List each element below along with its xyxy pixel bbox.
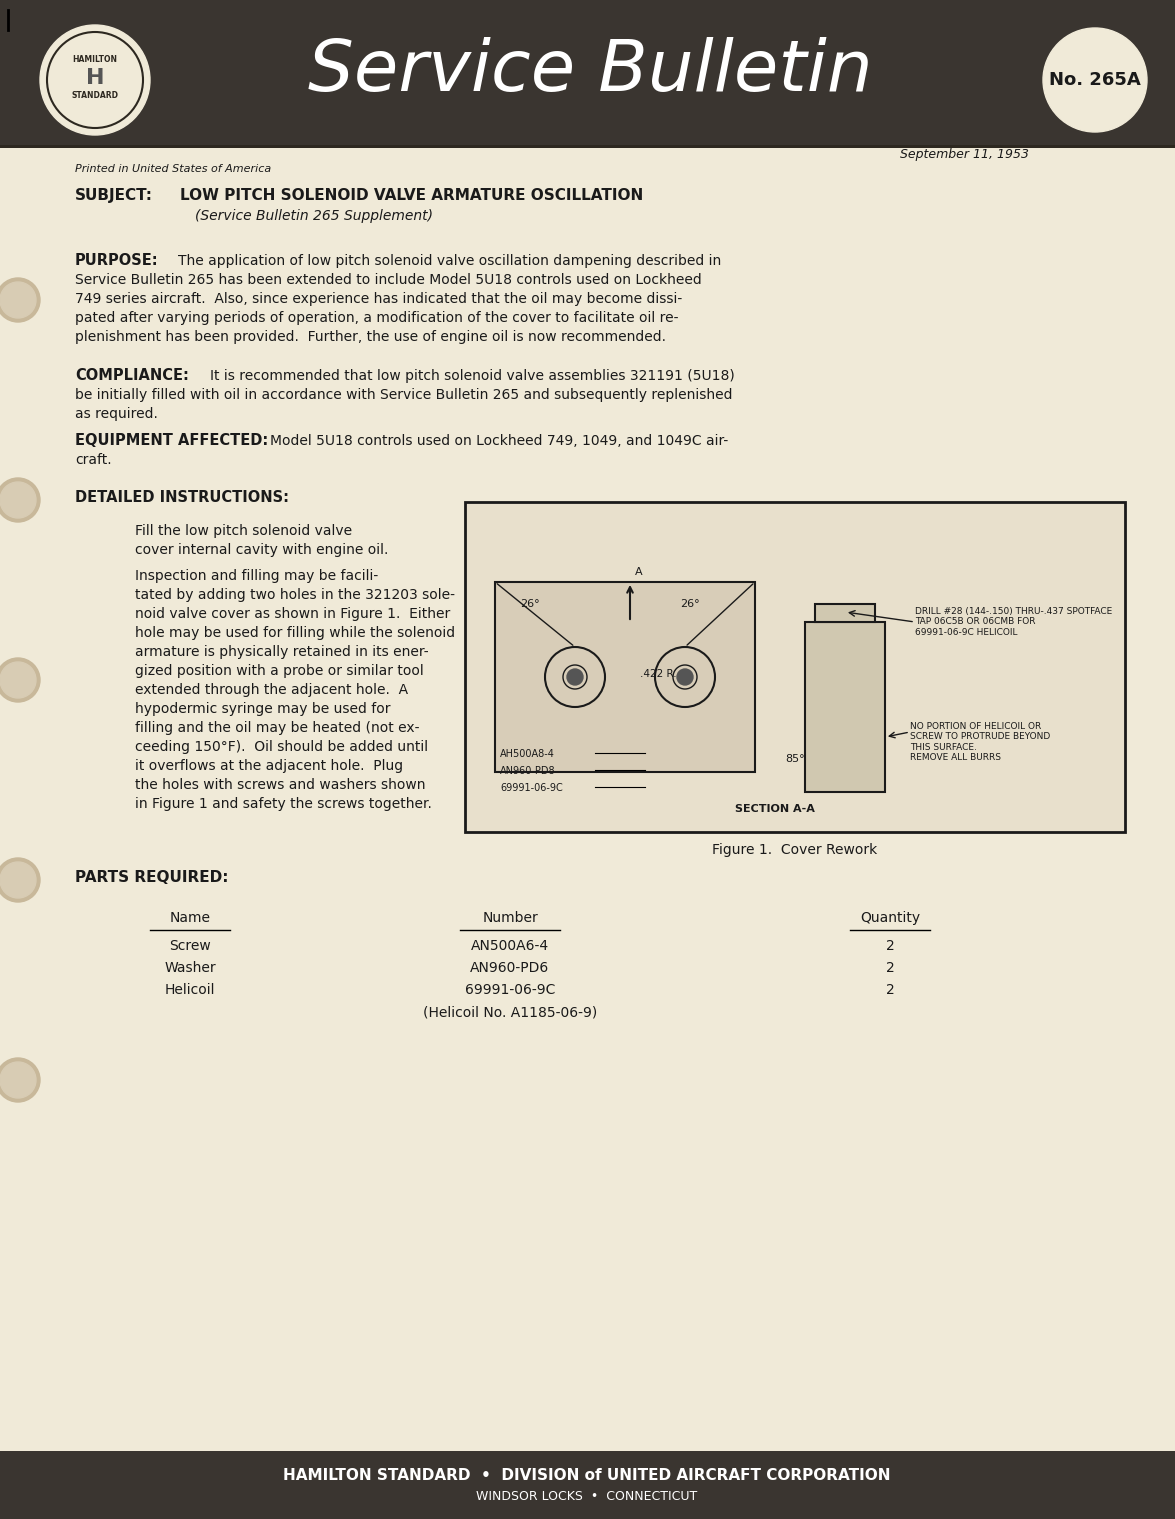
Circle shape (0, 858, 40, 902)
Text: filling and the oil may be heated (not ex-: filling and the oil may be heated (not e… (135, 722, 419, 735)
Circle shape (40, 24, 150, 135)
Text: Number: Number (482, 911, 538, 925)
Text: 26°: 26° (680, 598, 699, 609)
Text: STANDARD: STANDARD (72, 91, 119, 100)
Text: 2: 2 (886, 962, 894, 975)
Circle shape (0, 662, 36, 699)
Text: AH500A8-4: AH500A8-4 (501, 749, 555, 760)
Text: AN500A6-4: AN500A6-4 (471, 939, 549, 952)
Text: hypodermic syringe may be used for: hypodermic syringe may be used for (135, 702, 390, 715)
Text: H: H (86, 68, 105, 88)
Text: 69991-06-9C: 69991-06-9C (465, 983, 555, 996)
Text: LOW PITCH SOLENOID VALVE ARMATURE OSCILLATION: LOW PITCH SOLENOID VALVE ARMATURE OSCILL… (180, 188, 643, 204)
Text: cover internal cavity with engine oil.: cover internal cavity with engine oil. (135, 542, 389, 557)
Text: Fill the low pitch solenoid valve: Fill the low pitch solenoid valve (135, 524, 352, 538)
FancyBboxPatch shape (0, 0, 1175, 144)
Text: gized position with a probe or similar tool: gized position with a probe or similar t… (135, 664, 424, 677)
Text: craft.: craft. (75, 453, 112, 466)
Text: plenishment has been provided.  Further, the use of engine oil is now recommende: plenishment has been provided. Further, … (75, 330, 666, 343)
Circle shape (0, 478, 40, 523)
Text: HAMILTON STANDARD  •  DIVISION of UNITED AIRCRAFT CORPORATION: HAMILTON STANDARD • DIVISION of UNITED A… (283, 1467, 891, 1483)
Circle shape (0, 658, 40, 702)
Text: 2: 2 (886, 983, 894, 996)
FancyBboxPatch shape (805, 621, 885, 791)
Circle shape (568, 668, 583, 685)
Text: Model 5U18 controls used on Lockheed 749, 1049, and 1049C air-: Model 5U18 controls used on Lockheed 749… (270, 434, 728, 448)
Text: NO PORTION OF HELICOIL OR
SCREW TO PROTRUDE BEYOND
THIS SURFACE.
REMOVE ALL BURR: NO PORTION OF HELICOIL OR SCREW TO PROTR… (909, 722, 1050, 763)
Text: as required.: as required. (75, 407, 157, 421)
Text: AN960-PD8: AN960-PD8 (501, 766, 556, 776)
Text: Service Bulletin: Service Bulletin (308, 38, 872, 106)
Text: DRILL #28 (144-.150) THRU-.437 SPOTFACE
TAP 06C5B OR 06CMB FOR
69991-06-9C HELIC: DRILL #28 (144-.150) THRU-.437 SPOTFACE … (915, 608, 1113, 636)
Circle shape (0, 861, 36, 898)
FancyBboxPatch shape (0, 0, 1175, 147)
Text: DETAILED INSTRUCTIONS:: DETAILED INSTRUCTIONS: (75, 491, 289, 504)
Text: 69991-06-9C: 69991-06-9C (501, 782, 563, 793)
Circle shape (1043, 27, 1147, 132)
Text: extended through the adjacent hole.  A: extended through the adjacent hole. A (135, 684, 408, 697)
Text: Quantity: Quantity (860, 911, 920, 925)
Circle shape (0, 1062, 36, 1098)
Text: ceeding 150°F).  Oil should be added until: ceeding 150°F). Oil should be added unti… (135, 740, 428, 753)
Text: AN960-PD6: AN960-PD6 (470, 962, 550, 975)
Text: pated after varying periods of operation, a modification of the cover to facilit: pated after varying periods of operation… (75, 311, 678, 325)
Text: 749 series aircraft.  Also, since experience has indicated that the oil may beco: 749 series aircraft. Also, since experie… (75, 292, 683, 305)
Text: Service Bulletin 265 has been extended to include Model 5U18 controls used on Lo: Service Bulletin 265 has been extended t… (75, 273, 701, 287)
Circle shape (0, 482, 36, 518)
FancyBboxPatch shape (0, 1451, 1175, 1519)
Text: It is recommended that low pitch solenoid valve assemblies 321191 (5U18): It is recommended that low pitch solenoi… (210, 369, 734, 383)
Text: .422 R.: .422 R. (640, 668, 677, 679)
Text: EQUIPMENT AFFECTED:: EQUIPMENT AFFECTED: (75, 433, 268, 448)
Text: noid valve cover as shown in Figure 1.  Either: noid valve cover as shown in Figure 1. E… (135, 608, 450, 621)
Text: No. 265A: No. 265A (1049, 71, 1141, 90)
Text: tated by adding two holes in the 321203 sole-: tated by adding two holes in the 321203 … (135, 588, 455, 602)
FancyBboxPatch shape (495, 582, 756, 772)
Text: be initially filled with oil in accordance with Service Bulletin 265 and subsequ: be initially filled with oil in accordan… (75, 387, 732, 403)
Text: Name: Name (169, 911, 210, 925)
Circle shape (0, 283, 36, 317)
Circle shape (0, 1059, 40, 1101)
Text: 2: 2 (886, 939, 894, 952)
Text: 26°: 26° (521, 598, 539, 609)
Text: Figure 1.  Cover Rework: Figure 1. Cover Rework (712, 843, 878, 857)
Text: in Figure 1 and safety the screws together.: in Figure 1 and safety the screws togeth… (135, 797, 432, 811)
Text: COMPLIANCE:: COMPLIANCE: (75, 368, 189, 383)
Text: it overflows at the adjacent hole.  Plug: it overflows at the adjacent hole. Plug (135, 760, 403, 773)
Text: (Service Bulletin 265 Supplement): (Service Bulletin 265 Supplement) (195, 210, 434, 223)
Text: Helicoil: Helicoil (165, 983, 215, 996)
Text: hole may be used for filling while the solenoid: hole may be used for filling while the s… (135, 626, 455, 639)
Text: SUBJECT:: SUBJECT: (75, 188, 153, 204)
Text: Inspection and filling may be facili-: Inspection and filling may be facili- (135, 570, 378, 583)
Text: 85°: 85° (785, 753, 805, 764)
Text: WINDSOR LOCKS  •  CONNECTICUT: WINDSOR LOCKS • CONNECTICUT (476, 1490, 698, 1504)
Text: September 11, 1953: September 11, 1953 (900, 147, 1029, 161)
Text: Printed in United States of America: Printed in United States of America (75, 164, 271, 175)
Text: PARTS REQUIRED:: PARTS REQUIRED: (75, 870, 228, 886)
Text: armature is physically retained in its ener-: armature is physically retained in its e… (135, 646, 429, 659)
Text: PURPOSE:: PURPOSE: (75, 254, 159, 267)
Text: Screw: Screw (169, 939, 210, 952)
Text: (Helicoil No. A1185-06-9): (Helicoil No. A1185-06-9) (423, 1006, 597, 1019)
Text: HAMILTON: HAMILTON (73, 56, 118, 64)
Circle shape (677, 668, 693, 685)
Text: The application of low pitch solenoid valve oscillation dampening described in: The application of low pitch solenoid va… (177, 254, 721, 267)
FancyBboxPatch shape (815, 605, 875, 621)
Text: Washer: Washer (165, 962, 216, 975)
Text: A: A (634, 567, 643, 577)
FancyBboxPatch shape (465, 501, 1124, 832)
Text: the holes with screws and washers shown: the holes with screws and washers shown (135, 778, 425, 791)
Circle shape (0, 278, 40, 322)
Text: SECTION A-A: SECTION A-A (736, 804, 815, 814)
